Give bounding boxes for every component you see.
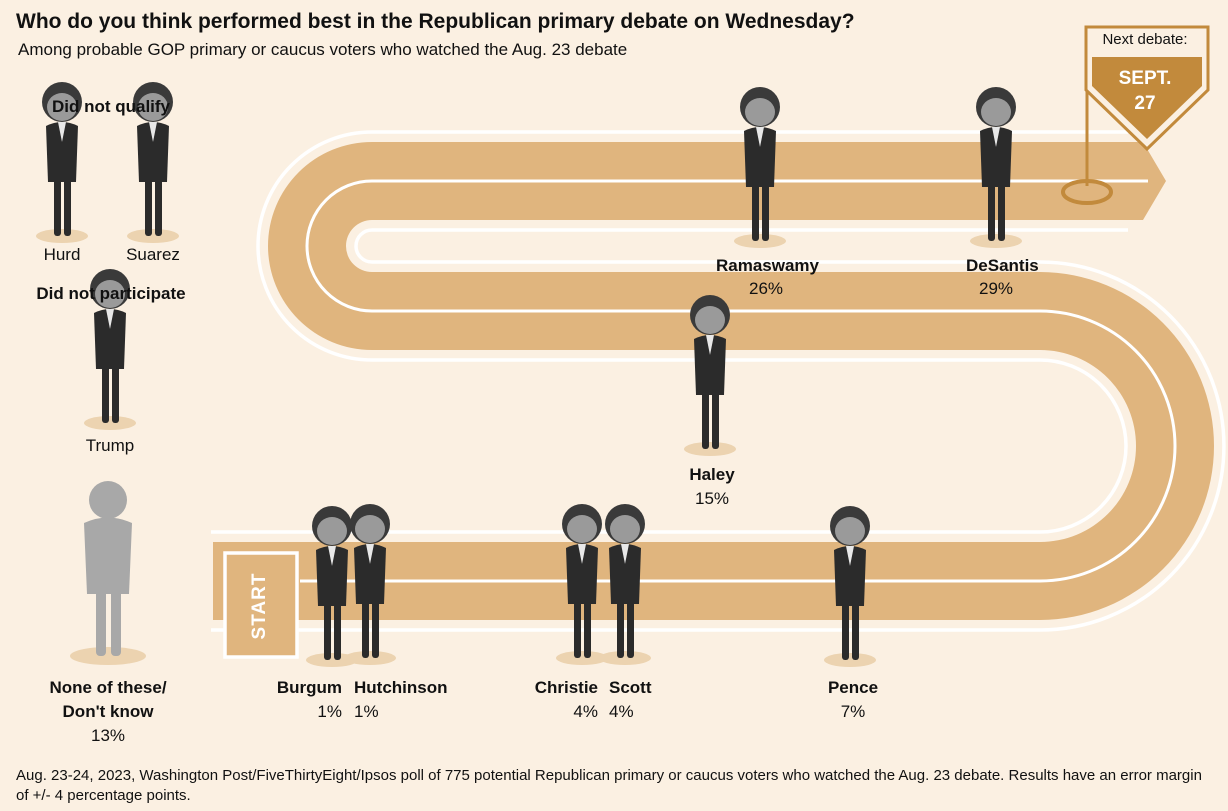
ramaswamy-value: 26%: [748, 279, 784, 298]
flag-base-ring: [1061, 179, 1113, 205]
track-lane-divider: [300, 179, 1177, 583]
track-inner-line: [211, 228, 1226, 632]
chart-subtitle: Among probable GOP primary or caucus vot…: [18, 40, 628, 59]
none-label-line1: None of these/: [49, 678, 167, 697]
haley-figure: [684, 295, 736, 456]
christie-label: Christie: [534, 678, 598, 697]
burgum-value: 1%: [317, 702, 342, 721]
haley-value: 15%: [694, 489, 730, 508]
suarez-label: Suarez: [126, 245, 180, 264]
christie-value: 4%: [573, 702, 598, 721]
hutchinson-value: 1%: [354, 702, 379, 721]
trump-label: Trump: [85, 436, 135, 455]
next-debate-label: Next debate:: [1102, 31, 1188, 48]
start-box: [223, 551, 299, 659]
none-label-line2: Don't know: [62, 702, 154, 721]
hutchinson-label: Hutchinson: [354, 678, 448, 697]
none-value: 13%: [90, 726, 126, 745]
none-figure: [70, 481, 146, 665]
burgum-label: Burgum: [276, 678, 342, 697]
chart-title: Who do you think performed best in the R…: [16, 10, 855, 33]
track-band: [213, 142, 1214, 620]
pence-value: 7%: [840, 702, 866, 721]
desantis-value: 29%: [978, 279, 1014, 298]
scott-label: Scott: [609, 678, 652, 697]
scott-value: 4%: [609, 702, 634, 721]
start-label: START: [249, 572, 270, 640]
desantis-label: DeSantis: [966, 256, 1039, 275]
next-debate-day: 27: [1134, 93, 1156, 114]
did-not-participate-heading: Did not participate: [36, 284, 186, 303]
haley-label: Haley: [689, 465, 735, 484]
next-debate-badge: [1092, 57, 1202, 139]
track-outer-line: [211, 130, 1128, 534]
source-footnote: Aug. 23-24, 2023, Washington Post/FiveTh…: [16, 767, 1202, 804]
did-not-qualify-heading: Did not qualify: [51, 97, 171, 116]
next-debate-date: SEPT. 27: [1098, 66, 1192, 116]
next-debate-month: SEPT.: [1118, 68, 1172, 89]
pence-label: Pence: [827, 678, 879, 697]
hurd-label: Hurd: [43, 245, 81, 264]
ramaswamy-label: Ramaswamy: [716, 256, 820, 275]
